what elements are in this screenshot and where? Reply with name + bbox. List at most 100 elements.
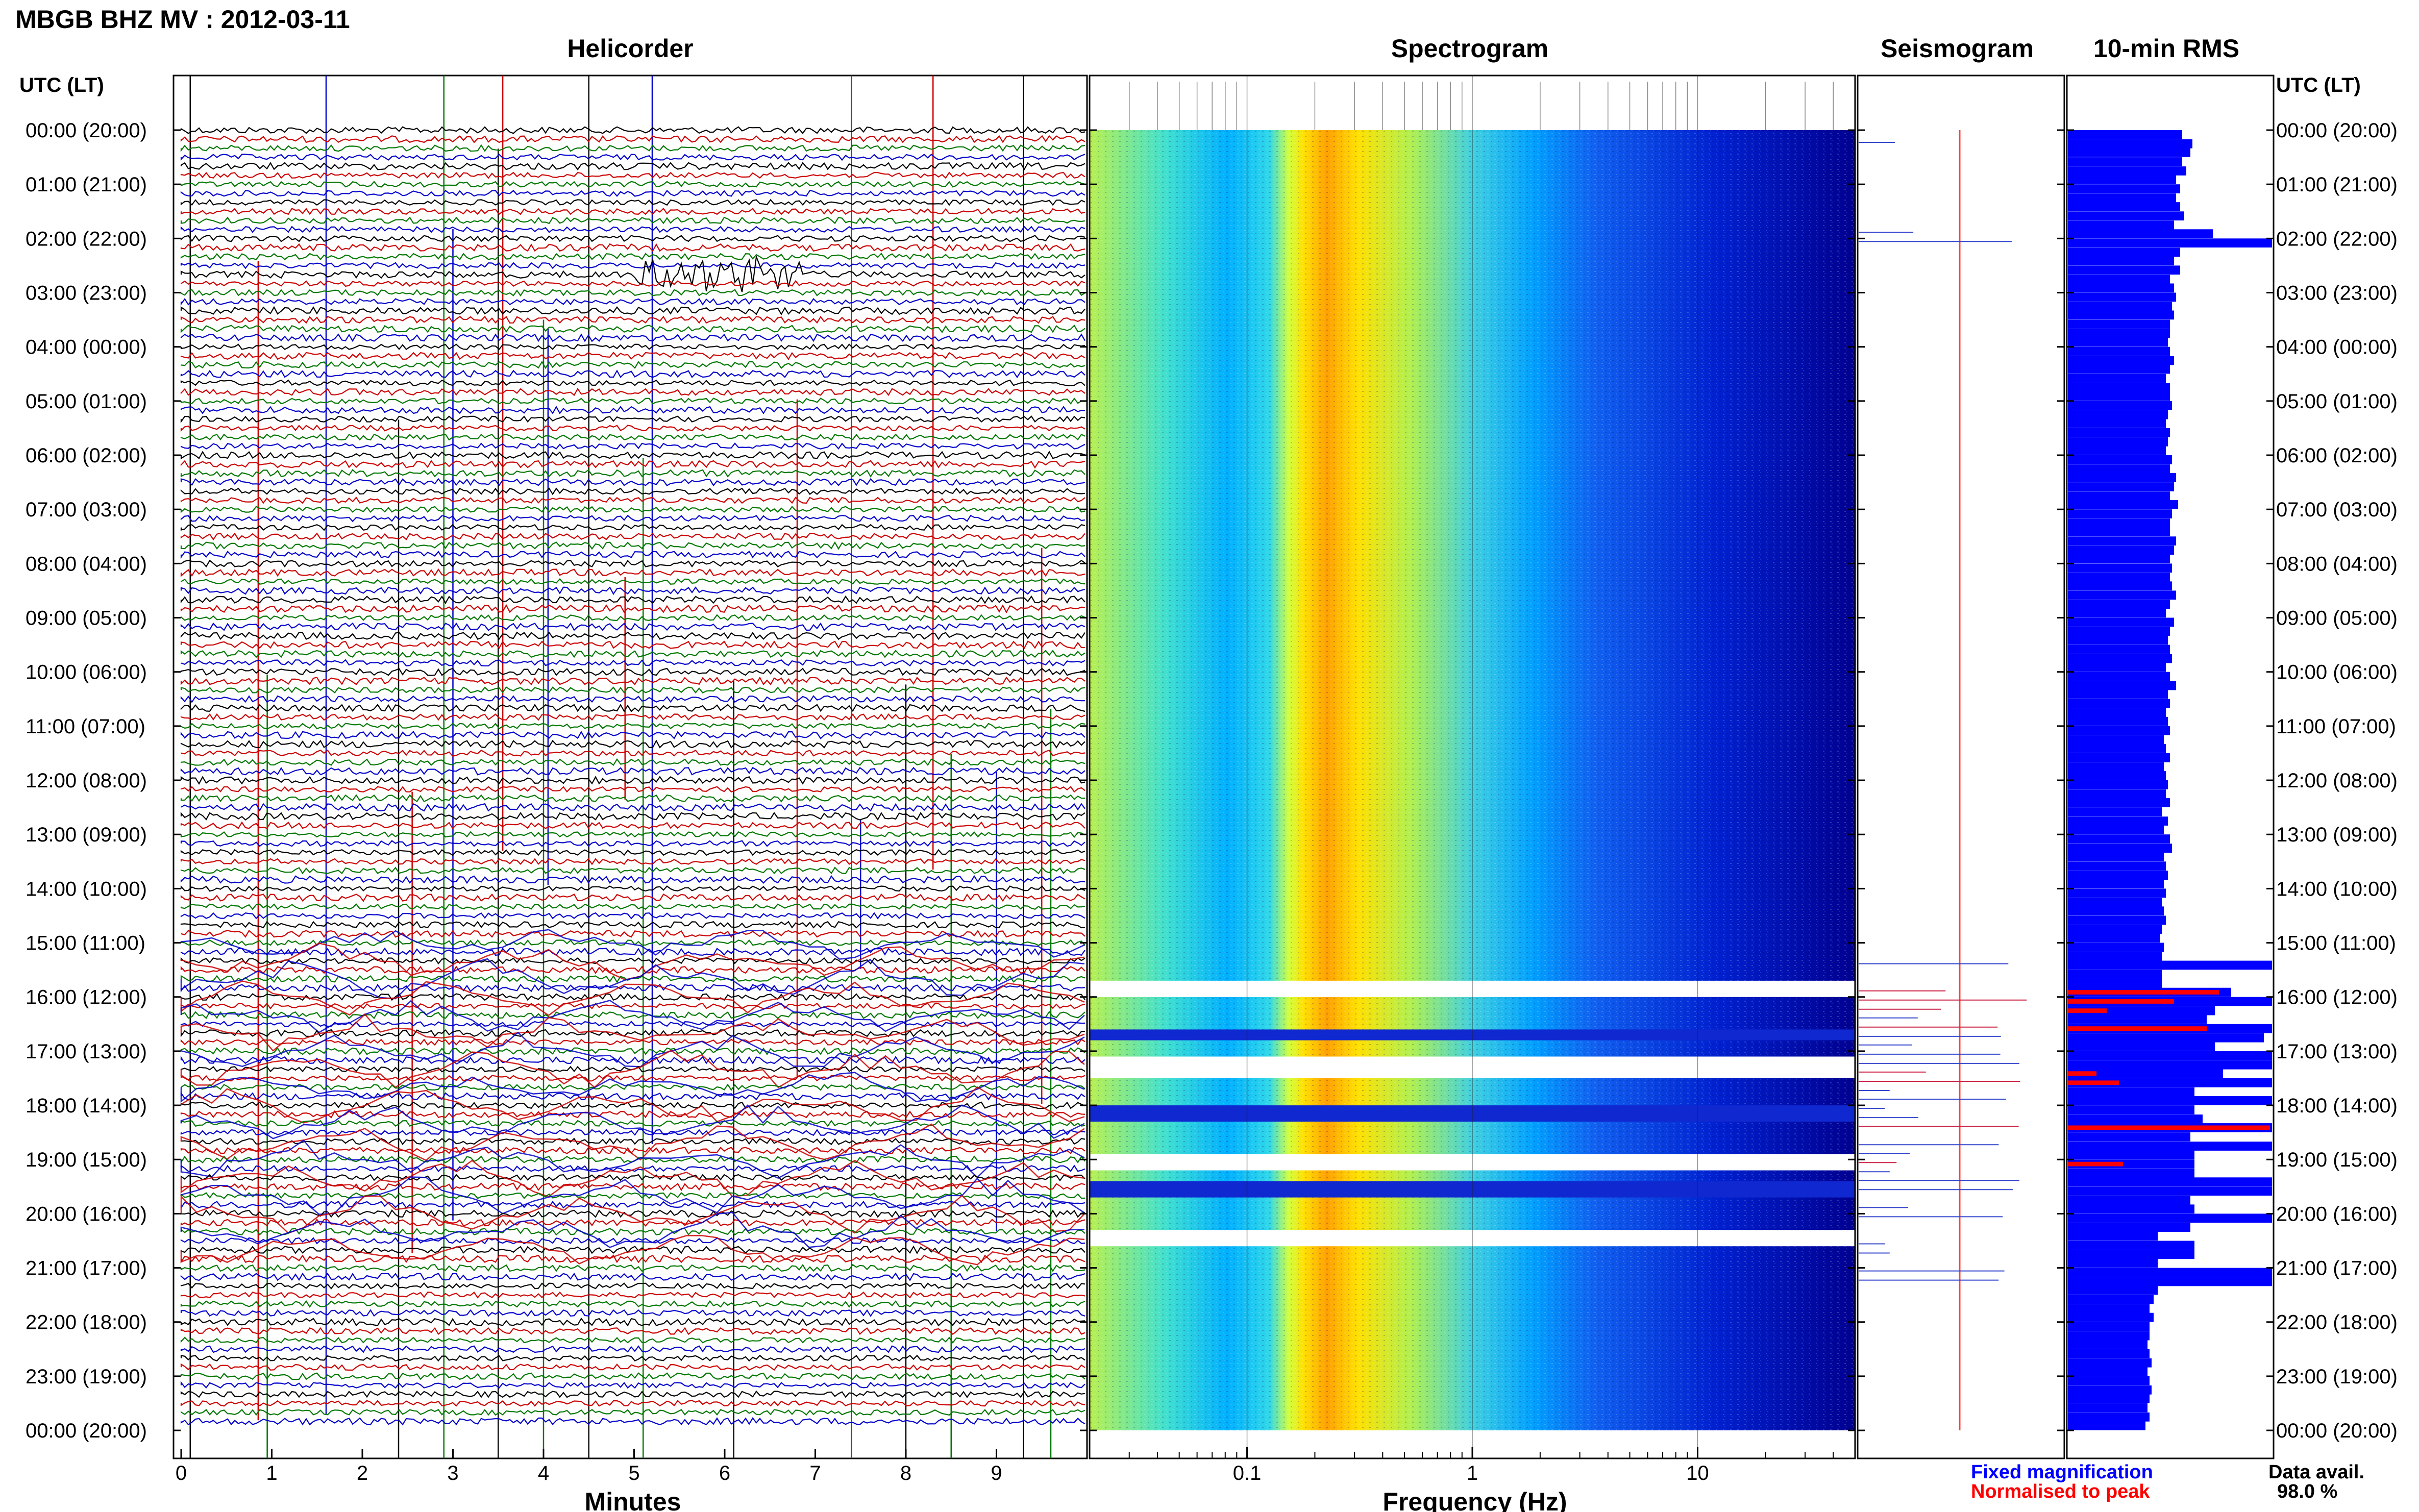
helicorder-trace (180, 207, 1085, 215)
time-label-left: 23:00 (19:00) (26, 1366, 147, 1388)
rms-bar-fixed (2068, 581, 2172, 591)
helicorder-trace (180, 415, 1085, 424)
rms-bar-fixed (2068, 1096, 2272, 1105)
rms-bar-fixed (2068, 816, 2168, 826)
helicorder-trace (180, 333, 1085, 342)
helicorder-trace (180, 1345, 1085, 1353)
time-axis-label-right: UTC (LT) (2276, 74, 2361, 96)
helicorder-trace (180, 1272, 1085, 1281)
helicorder-trace (180, 298, 1085, 306)
helicorder-trace (180, 586, 1085, 596)
frequency-tick-label: 0.1 (1233, 1462, 1262, 1484)
rms-bar-fixed (2068, 834, 2170, 844)
frequency-axis-label: Frequency (Hz) (1383, 1488, 1567, 1512)
rms-bar-fixed (2068, 1213, 2272, 1223)
rms-bar-fixed (2068, 906, 2164, 916)
helicorder-excursion (180, 980, 1085, 1017)
helicorder-trace (180, 162, 1085, 171)
rms-bar-fixed (2068, 617, 2174, 627)
time-labels-left: 00:00 (20:00) 01:00 (21:00) 02:00 (22:00) 0… (26, 119, 147, 1442)
rms-bar-fixed (2068, 708, 2166, 717)
helicorder-title: Helicorder (567, 34, 693, 63)
time-label-right: 06:00 (02:00) (2276, 444, 2398, 467)
time-label-left: 03:00 (23:00) (26, 282, 147, 305)
helicorder-trace (180, 614, 1085, 622)
rms-bar-normalised (2068, 1026, 2207, 1031)
rms-bar-fixed (2068, 410, 2168, 419)
spectrogram-grid (1128, 82, 1834, 1458)
minute-tick-label: 1 (266, 1462, 277, 1484)
helicorder-trace (180, 858, 1085, 865)
helicorder-trace (180, 731, 1085, 740)
helicorder-trace (180, 1192, 1085, 1199)
helicorder-trace (180, 289, 1085, 297)
legend-fixed-magnification: Fixed magnification (1971, 1461, 2153, 1483)
rms-bar-fixed (2068, 798, 2170, 807)
rms-bar-fixed (2068, 130, 2182, 139)
rms-bar-fixed (2068, 157, 2182, 166)
rms-bar-fixed (2068, 970, 2162, 979)
rms-bar-fixed (2068, 1169, 2194, 1178)
frequency-tick-label: 1 (1467, 1462, 1478, 1484)
rms-bar-fixed (2068, 654, 2172, 663)
helicorder-trace (180, 1254, 1085, 1264)
availability-label: Data avail. (2268, 1461, 2364, 1483)
rms-bar-fixed (2068, 662, 2166, 672)
helicorder-trace (180, 442, 1085, 450)
helicorder-trace (180, 425, 1085, 432)
helicorder-trace (180, 957, 1085, 965)
rms-bar-fixed (2068, 193, 2176, 203)
time-label-right: 11:00 (07:00) (2276, 715, 2396, 738)
helicorder-trace (180, 903, 1085, 910)
time-label-right: 00:00 (20:00) (2276, 1420, 2398, 1442)
helicorder-trace (180, 487, 1085, 495)
seismogram-panel (1857, 75, 2065, 1459)
rms-bar-normalised (2068, 999, 2174, 1004)
rms-bar-fixed (2068, 329, 2170, 338)
rms-bar-fixed (2068, 437, 2168, 447)
helicorder-trace (180, 199, 1085, 206)
rms-bar-fixed (2068, 1285, 2158, 1295)
helicorder-trace (180, 1075, 1085, 1082)
helicorder-trace (180, 406, 1085, 414)
rms-bar-fixed (2068, 1268, 2272, 1277)
rms-bar-fixed (2068, 265, 2180, 275)
rms-bar-fixed (2068, 952, 2162, 961)
rms-bar-fixed (2068, 852, 2164, 861)
rms-bar-fixed (2068, 635, 2168, 645)
rms-bar-fixed (2068, 1196, 2190, 1205)
rms-bar-fixed (2068, 960, 2272, 970)
helicorder-trace (180, 1390, 1085, 1398)
minute-tick-label: 4 (538, 1462, 549, 1484)
helicorder-trace (180, 343, 1085, 351)
helicorder-trace (180, 506, 1085, 513)
helicorder-trace (180, 776, 1085, 785)
rms-bar-normalised (2068, 1161, 2123, 1167)
time-label-left: 11:00 (07:00) (26, 715, 145, 738)
helicorder-trace (180, 1146, 1085, 1155)
rms-panel (2066, 75, 2275, 1459)
helicorder-trace (180, 1218, 1085, 1227)
helicorder-trace (180, 631, 1085, 640)
rms-bar-fixed (2068, 933, 2160, 943)
time-label-left: 10:00 (06:00) (26, 661, 147, 684)
helicorder-trace (180, 451, 1085, 460)
rms-bar-fixed (2068, 1376, 2150, 1385)
helicorder-trace (180, 352, 1085, 360)
helicorder-trace (181, 1083, 1085, 1091)
time-label-left: 16:00 (12:00) (26, 986, 147, 1009)
helicorder-trace (180, 1110, 1085, 1119)
rms-bar-fixed (2068, 762, 2164, 772)
helicorder-trace (180, 243, 1085, 252)
helicorder-trace (180, 1417, 1085, 1426)
rms-bar-fixed (2068, 780, 2168, 789)
rms-bar-fixed (2068, 1177, 2272, 1186)
helicorder-trace (180, 478, 1085, 487)
helicorder-trace (180, 1002, 1085, 1010)
helicorder-trace (180, 568, 1085, 577)
helicorder-excursion (180, 1031, 1085, 1068)
time-label-right: 02:00 (22:00) (2276, 228, 2398, 250)
rms-bar-fixed (2068, 356, 2174, 365)
minutes-axis: 0 1 2 3 4 5 6 7 8 9 (176, 1449, 1002, 1484)
helicorder-trace (180, 921, 1085, 929)
